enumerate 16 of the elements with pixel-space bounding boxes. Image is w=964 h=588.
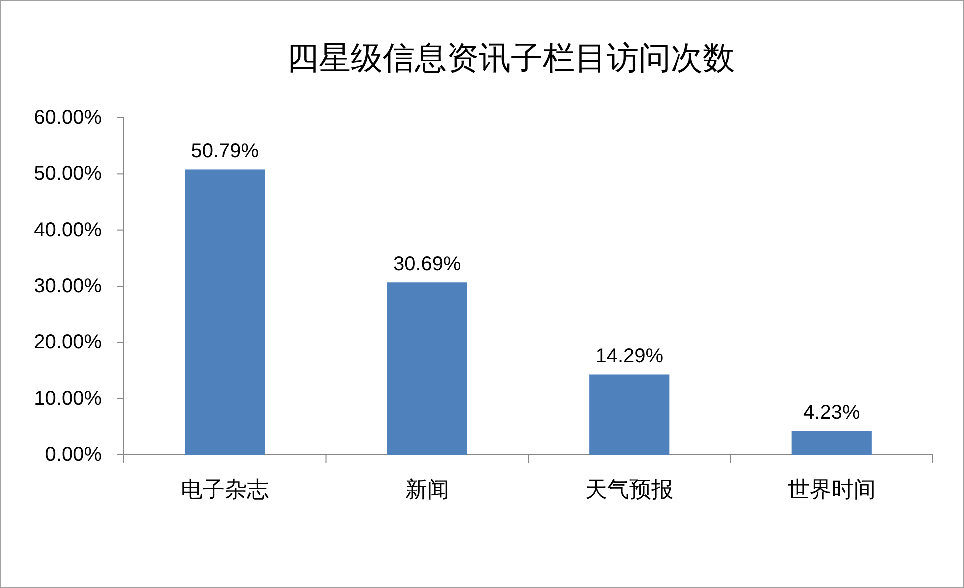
y-tick-label: 50.00% — [34, 163, 102, 186]
data-label: 4.23% — [804, 402, 860, 424]
data-label: 30.69% — [393, 254, 462, 276]
x-tick-label: 新闻 — [405, 477, 450, 502]
y-tick-label: 10.00% — [34, 388, 102, 410]
y-tick-label: 0.00% — [45, 444, 102, 466]
y-tick-label: 60.00% — [34, 107, 102, 129]
data-label: 14.29% — [596, 346, 664, 368]
data-label: 50.79% — [191, 140, 260, 163]
y-tick-label: 40.00% — [34, 219, 102, 242]
x-tick-label: 天气预报 — [586, 477, 674, 502]
y-tick-label: 30.00% — [34, 276, 102, 298]
y-tick-label: 20.00% — [34, 332, 102, 354]
x-tick-label: 电子杂志 — [181, 477, 270, 502]
title: 四星级信息资讯子栏目访问次数 — [287, 40, 735, 76]
x-tick-label: 世界时间 — [788, 477, 876, 502]
